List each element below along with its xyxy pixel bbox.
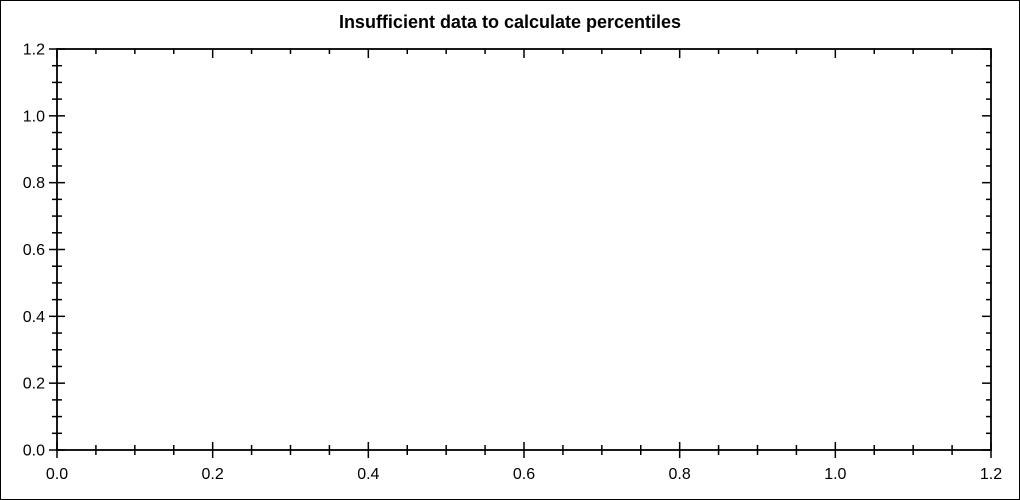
x-tick-label: 0.6	[513, 466, 535, 483]
y-tick-label: 1.0	[23, 108, 45, 125]
y-tick-label: 0.4	[23, 309, 45, 326]
x-tick-label: 0.2	[202, 466, 224, 483]
x-tick-label: 0.8	[669, 466, 691, 483]
plot-border	[56, 48, 992, 451]
chart-title: Insufficient data to calculate percentil…	[338, 12, 682, 32]
x-tick-label: 0.0	[46, 466, 68, 483]
y-tick-label: 0.8	[23, 175, 45, 192]
x-tick-label: 1.0	[824, 466, 846, 483]
y-tick-label: 0.0	[23, 443, 45, 460]
y-tick-label: 1.2	[23, 42, 45, 59]
y-tick-label: 0.2	[23, 376, 45, 393]
x-tick-label: 0.4	[357, 466, 379, 483]
x-tick-label: 1.2	[980, 466, 1002, 483]
y-tick-label: 0.6	[23, 242, 45, 259]
